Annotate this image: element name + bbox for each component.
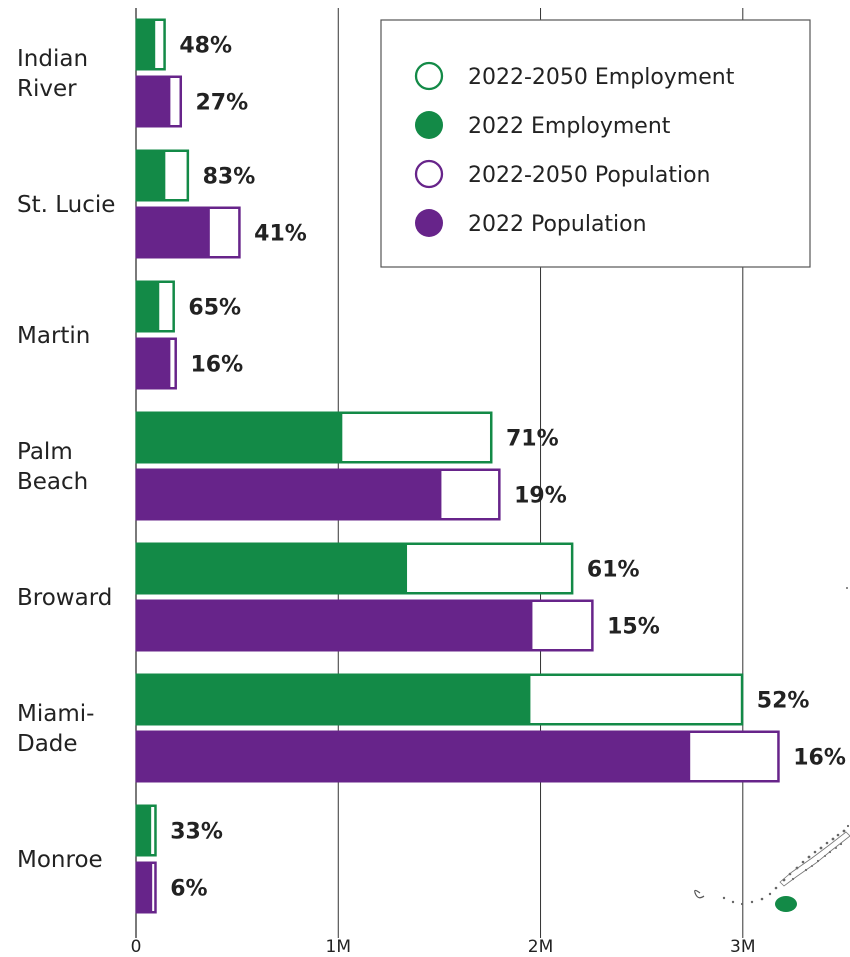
x-axis-ticks: 0 1M 2M 3M xyxy=(131,937,756,957)
bar-st-lucie-population-2022 xyxy=(136,207,210,258)
bar-indian-river-population-2022 xyxy=(136,76,171,127)
bar-miami-dade-employment-2022 xyxy=(136,674,531,725)
category-label-monroe: Monroe xyxy=(17,847,103,873)
growth-label-palm-beach-population: 19% xyxy=(514,484,567,509)
category-label-palm-beach: Palm Beach xyxy=(17,439,88,495)
x-tick-label-2m: 2M xyxy=(528,937,553,957)
bar-martin-employment-2022 xyxy=(136,281,160,332)
legend-item-2022-2050-employment: 2022-2050 Employment xyxy=(414,61,735,91)
category-labels: Indian River St. Lucie Martin Palm Beach Browa… xyxy=(17,46,115,873)
bar-monroe-employment-2022 xyxy=(136,805,152,856)
bar-st-lucie-employment-2022 xyxy=(136,150,166,201)
category-label-st-lucie: St. Lucie xyxy=(17,192,115,218)
growth-label-st-lucie-employment: 83% xyxy=(203,165,256,190)
legend-box xyxy=(380,19,811,268)
bar-broward-population-2022 xyxy=(136,600,533,651)
growth-label-miami-dade-employment: 52% xyxy=(757,689,810,714)
growth-label-monroe-population: 6% xyxy=(170,877,207,902)
x-tick-label-1m: 1M xyxy=(326,937,351,957)
bar-palm-beach-population-2022 xyxy=(136,469,442,520)
legend: 2022-2050 Employment 2022 Employment 2022-… xyxy=(380,19,811,268)
growth-label-indian-river-population: 27% xyxy=(196,91,249,116)
legend-label-2022-2050-employment: 2022-2050 Employment xyxy=(468,65,735,90)
growth-label-martin-population: 16% xyxy=(190,353,243,378)
x-tick-label-3m: 3M xyxy=(730,937,755,957)
legend-marker-2022-2050-employment xyxy=(414,61,444,91)
growth-label-broward-population: 15% xyxy=(607,615,660,640)
bar-broward-employment-2022 xyxy=(136,543,408,594)
legend-marker-2022-2050-population xyxy=(414,159,444,189)
growth-label-st-lucie-population: 41% xyxy=(254,222,307,247)
legend-marker-2022-employment xyxy=(415,111,443,139)
legend-item-2022-employment: 2022 Employment xyxy=(415,111,671,139)
x-tick-label-0: 0 xyxy=(131,937,142,957)
bar-miami-dade-population-2022 xyxy=(136,731,691,782)
bar-martin-population-2022 xyxy=(136,338,171,389)
legend-marker-2022-population xyxy=(415,209,443,237)
legend-item-2022-population: 2022 Population xyxy=(415,209,647,237)
legend-item-2022-2050-population: 2022-2050 Population xyxy=(414,159,711,189)
category-label-martin: Martin xyxy=(17,323,90,349)
category-label-indian-river: Indian River xyxy=(17,46,88,102)
legend-label-2022-employment: 2022 Employment xyxy=(468,114,671,139)
growth-label-martin-employment: 65% xyxy=(188,296,241,321)
bar-labels: 48% 27% 83% 41% 65% 16% 71% 19% 61% 15% 52% 16% 33% 6… xyxy=(170,34,846,902)
category-label-miami-dade: Miami-Dade xyxy=(17,701,94,757)
legend-label-2022-2050-population: 2022-2050 Population xyxy=(468,163,711,188)
bar-palm-beach-employment-2022 xyxy=(136,412,343,463)
bars xyxy=(135,18,780,914)
florida-keys-map-icon xyxy=(694,587,850,912)
growth-label-broward-employment: 61% xyxy=(587,558,640,583)
bar-indian-river-employment-2022 xyxy=(136,19,156,70)
bar-monroe-population-2022 xyxy=(136,862,153,913)
category-label-broward: Broward xyxy=(17,585,112,611)
growth-label-miami-dade-population: 16% xyxy=(793,746,846,771)
legend-label-2022-population: 2022 Population xyxy=(468,212,647,237)
growth-label-palm-beach-employment: 71% xyxy=(506,427,559,452)
growth-label-monroe-employment: 33% xyxy=(170,820,223,845)
growth-label-indian-river-employment: 48% xyxy=(179,34,232,59)
